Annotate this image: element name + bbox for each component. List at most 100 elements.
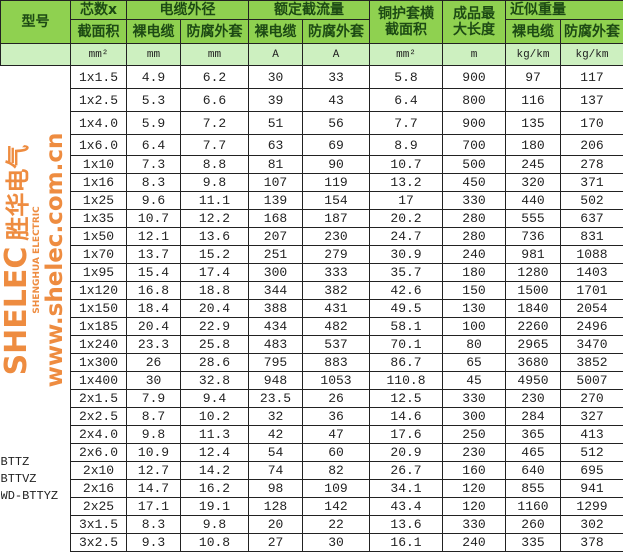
header-cores-line2: 截面积 bbox=[71, 20, 127, 44]
table-cell: 2x6.0 bbox=[71, 444, 127, 462]
table-cell: 119 bbox=[303, 174, 370, 192]
table-cell: 1840 bbox=[506, 300, 561, 318]
table-cell: 1x185 bbox=[71, 318, 127, 336]
table-cell: 500 bbox=[443, 156, 506, 174]
table-cell: 800 bbox=[443, 89, 506, 112]
table-cell: 3x1.5 bbox=[71, 516, 127, 534]
table-cell: 32 bbox=[249, 408, 303, 426]
table-cell: 14.7 bbox=[127, 480, 181, 498]
table-cell: 1x35 bbox=[71, 210, 127, 228]
table-cell: 1403 bbox=[561, 264, 623, 282]
table-cell: 230 bbox=[506, 390, 561, 408]
table-cell: 51 bbox=[249, 112, 303, 135]
unit-cell: mm² bbox=[370, 44, 443, 66]
table-cell: 284 bbox=[506, 408, 561, 426]
table-cell: 900 bbox=[443, 66, 506, 89]
table-cell: 6.6 bbox=[181, 89, 249, 112]
table-cell: 278 bbox=[561, 156, 623, 174]
table-cell: 142 bbox=[303, 498, 370, 516]
table-cell: 382 bbox=[303, 282, 370, 300]
table-cell: 1x50 bbox=[71, 228, 127, 246]
table-cell: 17.1 bbox=[127, 498, 181, 516]
table-cell: 5.9 bbox=[127, 112, 181, 135]
table-cell: 23.3 bbox=[127, 336, 181, 354]
table-cell: 695 bbox=[561, 462, 623, 480]
table-cell: 16.2 bbox=[181, 480, 249, 498]
table-cell: 7.2 bbox=[181, 112, 249, 135]
table-cell: 13.6 bbox=[370, 516, 443, 534]
table-cell: 465 bbox=[506, 444, 561, 462]
table-cell: 855 bbox=[506, 480, 561, 498]
table-cell: 20.9 bbox=[370, 444, 443, 462]
table-cell: 2x25 bbox=[71, 498, 127, 516]
table-cell: 180 bbox=[443, 264, 506, 282]
table-cell: 4950 bbox=[506, 372, 561, 390]
table-cell: 207 bbox=[249, 228, 303, 246]
table-cell: 7.7 bbox=[370, 112, 443, 135]
table-cell: 900 bbox=[443, 112, 506, 135]
table-cell: 8.7 bbox=[127, 408, 181, 426]
table-cell: 35.7 bbox=[370, 264, 443, 282]
table-cell: 39 bbox=[249, 89, 303, 112]
table-cell: 330 bbox=[443, 192, 506, 210]
table-cell: 98 bbox=[249, 480, 303, 498]
table-cell: 17.4 bbox=[181, 264, 249, 282]
header-diameter-anticorrosion: 防腐外套 bbox=[181, 20, 249, 44]
table-cell: 28.6 bbox=[181, 354, 249, 372]
table-cell: 12.5 bbox=[370, 390, 443, 408]
table-cell: 7.7 bbox=[181, 135, 249, 156]
table-cell: 22 bbox=[303, 516, 370, 534]
table-cell: 10.7 bbox=[127, 210, 181, 228]
table-cell: 431 bbox=[303, 300, 370, 318]
table-cell: 160 bbox=[443, 462, 506, 480]
table-cell: 1x10 bbox=[71, 156, 127, 174]
table-cell: 135 bbox=[506, 112, 561, 135]
header-current-bare: 裸电缆 bbox=[249, 20, 303, 44]
header-sheath-line2: 截面积 bbox=[385, 22, 427, 38]
table-cell: 18.4 bbox=[127, 300, 181, 318]
table-cell: 12.2 bbox=[181, 210, 249, 228]
table-cell: 47 bbox=[303, 426, 370, 444]
table-cell: 12.1 bbox=[127, 228, 181, 246]
table-cell: 25.8 bbox=[181, 336, 249, 354]
table-cell: 2x4.0 bbox=[71, 426, 127, 444]
table-cell: 26.7 bbox=[370, 462, 443, 480]
table-cell: 280 bbox=[443, 228, 506, 246]
table-cell: 4.9 bbox=[127, 66, 181, 89]
table-cell: 230 bbox=[303, 228, 370, 246]
table-cell: 240 bbox=[443, 246, 506, 264]
table-cell: 8.3 bbox=[127, 174, 181, 192]
table-cell: 5007 bbox=[561, 372, 623, 390]
table-cell: 36 bbox=[303, 408, 370, 426]
table-cell: 63 bbox=[249, 135, 303, 156]
table-cell: 330 bbox=[443, 390, 506, 408]
table-cell: 20.4 bbox=[181, 300, 249, 318]
table-cell: 42 bbox=[249, 426, 303, 444]
table-cell: 22.9 bbox=[181, 318, 249, 336]
table-cell: 9.8 bbox=[181, 174, 249, 192]
table-cell: 120 bbox=[443, 480, 506, 498]
table-cell: 30 bbox=[127, 372, 181, 390]
table-cell: 640 bbox=[506, 462, 561, 480]
header-length-line1: 成品最 bbox=[453, 6, 495, 22]
table-cell: 300 bbox=[249, 264, 303, 282]
table-cell: 7.3 bbox=[127, 156, 181, 174]
table-cell: 10.9 bbox=[127, 444, 181, 462]
table-cell: 240 bbox=[443, 534, 506, 552]
table-cell: 327 bbox=[561, 408, 623, 426]
unit-cell: mm bbox=[127, 44, 181, 66]
table-cell: 1088 bbox=[561, 246, 623, 264]
table-cell: 6.4 bbox=[127, 135, 181, 156]
